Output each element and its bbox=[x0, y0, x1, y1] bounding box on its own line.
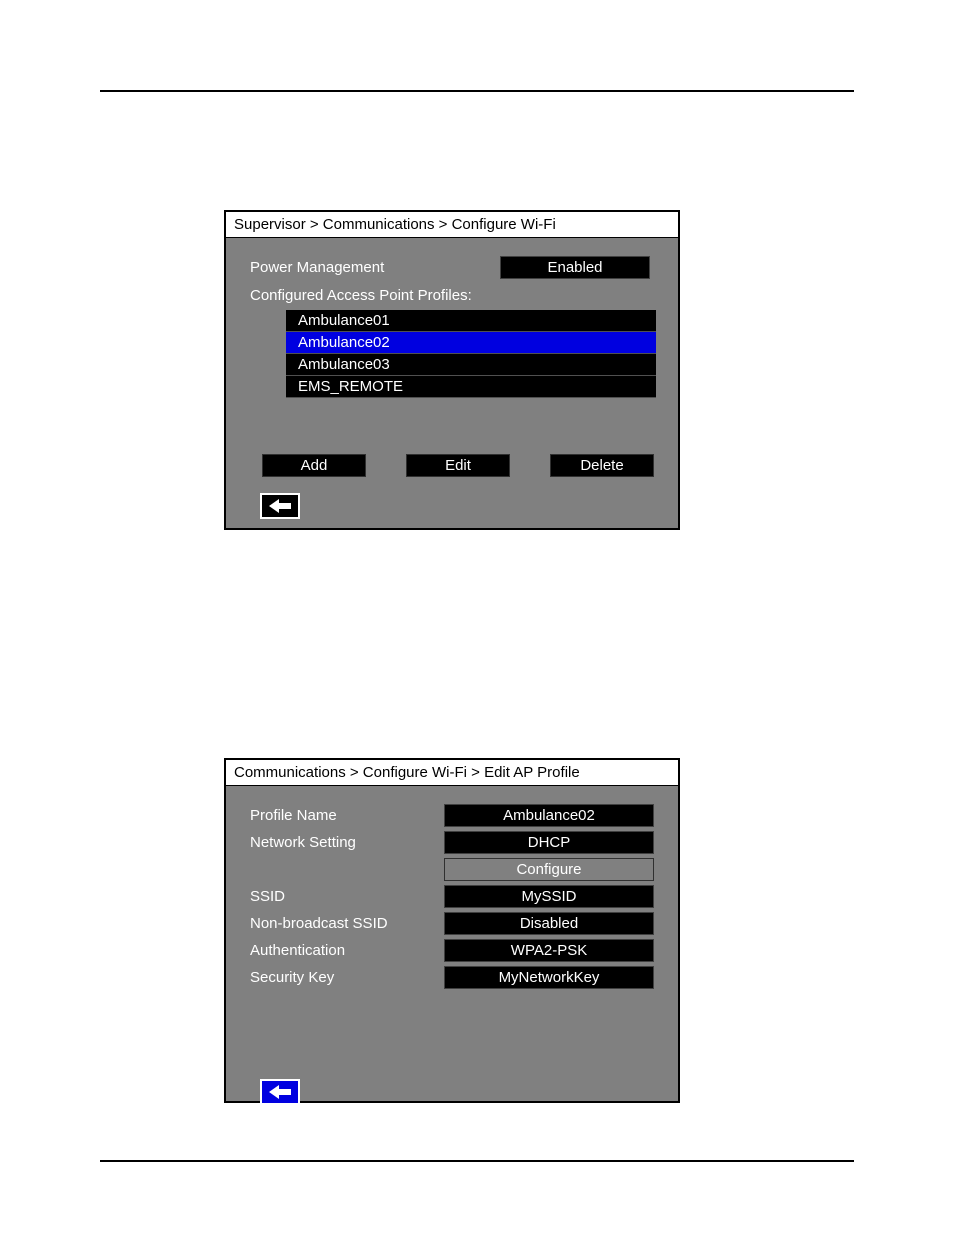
power-management-row: Power Management Enabled bbox=[250, 256, 654, 279]
profile-list: Ambulance01 Ambulance02 Ambulance03 EMS_… bbox=[286, 310, 656, 398]
non-broadcast-label: Non-broadcast SSID bbox=[250, 915, 430, 932]
authentication-row: Authentication WPA2-PSK bbox=[250, 939, 654, 962]
ssid-label: SSID bbox=[250, 888, 430, 905]
arrow-left-icon bbox=[267, 1083, 293, 1101]
ssid-row: SSID MySSID bbox=[250, 885, 654, 908]
back-button[interactable] bbox=[260, 1079, 300, 1105]
header-rule bbox=[100, 90, 854, 92]
configure-row: Configure bbox=[250, 858, 654, 881]
network-setting-field[interactable]: DHCP bbox=[444, 831, 654, 854]
profiles-section-label: Configured Access Point Profiles: bbox=[250, 287, 654, 304]
profile-item[interactable]: Ambulance01 bbox=[286, 310, 656, 332]
ssid-field[interactable]: MySSID bbox=[444, 885, 654, 908]
window-body: Power Management Enabled Configured Acce… bbox=[226, 238, 678, 535]
add-button[interactable]: Add bbox=[262, 454, 366, 477]
power-management-value[interactable]: Enabled bbox=[500, 256, 650, 279]
breadcrumb: Supervisor > Communications > Configure … bbox=[226, 212, 678, 238]
action-buttons: Add Edit Delete bbox=[250, 454, 654, 477]
profile-name-label: Profile Name bbox=[250, 807, 430, 824]
edit-ap-profile-window: Communications > Configure Wi-Fi > Edit … bbox=[224, 758, 680, 1103]
non-broadcast-field[interactable]: Disabled bbox=[444, 912, 654, 935]
back-button[interactable] bbox=[260, 493, 300, 519]
authentication-label: Authentication bbox=[250, 942, 430, 959]
non-broadcast-row: Non-broadcast SSID Disabled bbox=[250, 912, 654, 935]
profile-item[interactable]: Ambulance02 bbox=[286, 332, 656, 354]
profile-name-row: Profile Name Ambulance02 bbox=[250, 804, 654, 827]
breadcrumb: Communications > Configure Wi-Fi > Edit … bbox=[226, 760, 678, 786]
security-key-row: Security Key MyNetworkKey bbox=[250, 966, 654, 989]
configure-button[interactable]: Configure bbox=[444, 858, 654, 881]
arrow-left-icon bbox=[267, 497, 293, 515]
configure-wifi-window: Supervisor > Communications > Configure … bbox=[224, 210, 680, 530]
edit-button[interactable]: Edit bbox=[406, 454, 510, 477]
network-setting-label: Network Setting bbox=[250, 834, 430, 851]
security-key-label: Security Key bbox=[250, 969, 430, 986]
page: Supervisor > Communications > Configure … bbox=[0, 0, 954, 1235]
window-body: Profile Name Ambulance02 Network Setting… bbox=[226, 786, 678, 1121]
profile-item[interactable]: EMS_REMOTE bbox=[286, 376, 656, 398]
spacer bbox=[250, 993, 654, 1063]
profile-name-field[interactable]: Ambulance02 bbox=[444, 804, 654, 827]
network-setting-row: Network Setting DHCP bbox=[250, 831, 654, 854]
profile-item[interactable]: Ambulance03 bbox=[286, 354, 656, 376]
power-management-label: Power Management bbox=[250, 259, 430, 276]
delete-button[interactable]: Delete bbox=[550, 454, 654, 477]
footer-rule bbox=[100, 1160, 854, 1162]
authentication-field[interactable]: WPA2-PSK bbox=[444, 939, 654, 962]
security-key-field[interactable]: MyNetworkKey bbox=[444, 966, 654, 989]
